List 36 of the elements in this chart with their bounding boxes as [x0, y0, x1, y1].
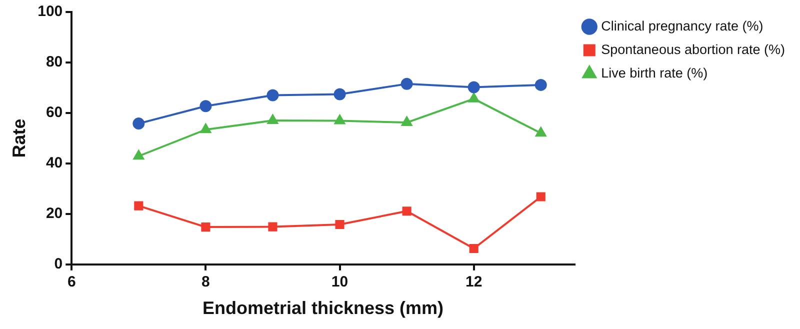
y-tick-label: 40	[46, 154, 63, 172]
y-tick-label: 100	[38, 3, 63, 20]
point	[468, 81, 480, 94]
point	[201, 222, 210, 232]
legend-label: Clinical pregnancy rate (%)	[601, 18, 764, 34]
x-tick-label: 10	[331, 274, 348, 291]
point	[134, 201, 144, 210]
point	[266, 89, 279, 102]
point	[267, 114, 278, 124]
point	[402, 206, 412, 216]
point	[536, 127, 546, 137]
point	[469, 244, 478, 254]
x-axis-title: Endometrial thickness (mm)	[202, 298, 444, 318]
point	[133, 150, 144, 160]
x-tick-label: 12	[465, 274, 482, 291]
y-tick-label: 0	[54, 256, 63, 273]
point	[468, 92, 480, 102]
y-tick-label: 80	[46, 54, 63, 71]
point	[536, 192, 546, 202]
point	[132, 118, 145, 130]
y-tick-label: 60	[46, 104, 63, 122]
y-tick-label: 20	[46, 205, 63, 222]
point	[400, 78, 413, 90]
point	[334, 88, 346, 100]
point	[200, 124, 212, 134]
y-axis-title: Rate	[8, 118, 29, 158]
point	[335, 220, 344, 230]
point	[268, 222, 278, 232]
x-tick-label: 8	[202, 274, 210, 291]
point	[200, 100, 212, 112]
x-tick-label: 6	[67, 274, 76, 291]
legend-label: Live birth rate (%)	[601, 65, 708, 80]
point	[401, 116, 412, 126]
legend-label: Spontaneous abortion rate (%)	[601, 42, 786, 57]
point	[534, 78, 547, 91]
point	[334, 114, 346, 124]
